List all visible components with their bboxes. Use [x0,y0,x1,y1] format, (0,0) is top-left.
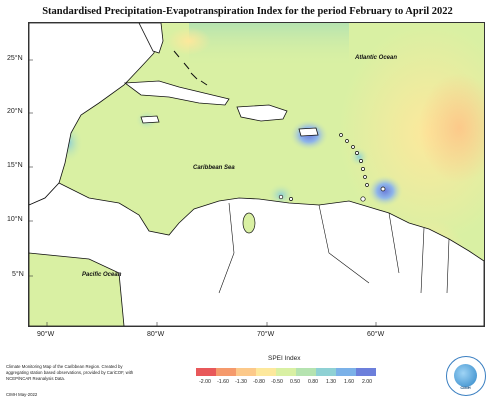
cimh-logo: CIMH [446,356,486,396]
legend-tick-label: -0.80 [253,379,265,385]
land-florida [138,23,164,54]
spei-wet-leewards [349,147,369,167]
country-borders [218,202,450,294]
land-bahamas [173,50,208,86]
label-atlantic-ocean: Atlantic Ocean [355,55,398,61]
legend-title: SPEI Index [268,355,301,362]
legend-tick-label: -1.60 [217,379,229,385]
lon-label-70w: 70°W [257,331,275,338]
legend-tick-label: -2.00 [199,379,211,385]
legend-swatch [316,368,336,376]
land-cuba [123,80,230,106]
footer-credit: CIMH May-2022 [6,392,38,397]
legend-swatch [196,368,216,376]
spei-dry-core-east [419,73,484,183]
spei-dry-patch-bahamas [167,27,211,55]
legend-swatch [236,368,256,376]
footer-note: Climate Monitoring Map of the Caribbean … [6,364,134,382]
lon-label-60w: 60°W [367,331,385,338]
label-caribbean-sea: Caribbean Sea [193,165,235,171]
label-pacific-ocean: Pacific Ocean [82,272,122,278]
lake-maracaibo [242,212,256,234]
legend-swatch [216,368,236,376]
spei-wet-barbados [367,175,403,207]
lon-label-90w: 90°W [37,331,55,338]
globe-icon [454,364,477,387]
map-canvas [29,23,484,326]
legend-tick-label: -0.50 [271,379,283,385]
land-lesser-antilles [278,133,386,202]
lat-label-15n: 15°N [7,162,23,169]
legend-tick-label: 1.60 [343,379,355,385]
lat-label-5n: 5°N [12,271,24,278]
spei-top-band [189,23,349,68]
lat-label-25n: 25°N [7,55,23,62]
legend-swatch [296,368,316,376]
legend-tick-label: 0.50 [289,379,301,385]
legend-tick-label: 0.80 [307,379,319,385]
legend-ticks: -2.00 -1.60 -1.30 -0.80 -0.50 0.50 0.80 1.30 1.6… [196,379,376,385]
legend-tick-label: 1.30 [325,379,337,385]
land-puerto-rico [298,127,319,137]
lat-label-20n: 20°N [7,108,23,115]
legend-tick-label: -1.30 [235,379,247,385]
spei-map: Atlantic Ocean Caribbean Sea Pacific Oce… [28,22,485,327]
land-jamaica [140,115,160,124]
legend-swatch [276,368,296,376]
legend-tick-label: 2.00 [361,379,373,385]
map-title: Standardised Precipitation-Evapotranspir… [42,6,453,17]
legend-swatch [356,368,376,376]
logo-text: CIMH [460,385,471,390]
legend-colorbar [196,368,376,376]
lat-label-10n: 10°N [7,216,23,223]
land-south-america [29,182,484,326]
land-hispaniola [236,104,288,122]
graticule-ticks [29,59,377,326]
sea-pacific [29,252,125,326]
legend-swatch [336,368,356,376]
legend-swatch [256,368,276,376]
lon-label-80w: 80°W [147,331,165,338]
